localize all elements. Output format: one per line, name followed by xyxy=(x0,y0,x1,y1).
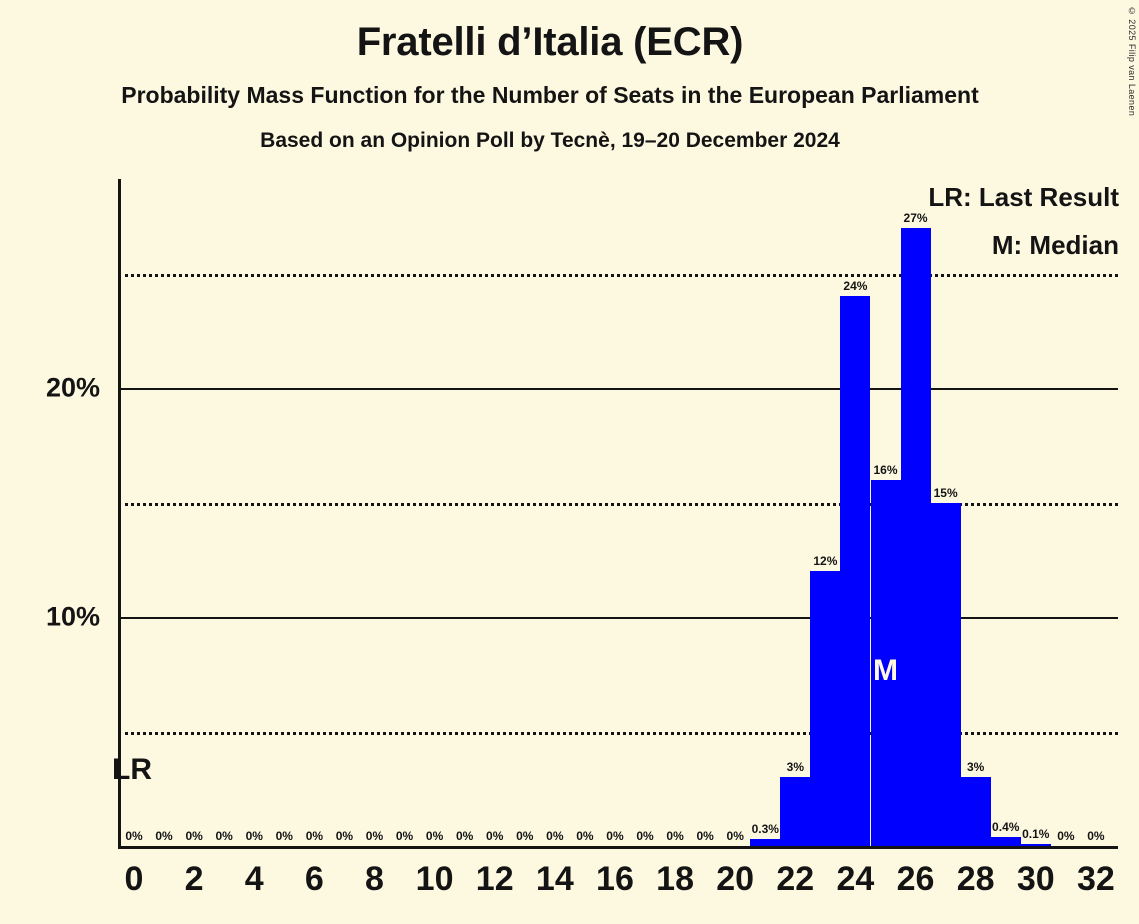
bar-value-label-seat-19: 0% xyxy=(696,829,714,843)
bar-seat-23 xyxy=(810,571,841,846)
page-title: Fratelli d’Italia (ECR) xyxy=(356,20,744,64)
bar-value-label-seat-20: 0% xyxy=(726,829,744,843)
bar-value-label-seat-12: 0% xyxy=(486,829,504,843)
gridline-solid-20 xyxy=(118,388,1118,390)
chart-subtitle: Probability Mass Function for the Number… xyxy=(121,82,979,108)
plot-area: 0% 0% 0% 0% 0% 0% 0% 0% 0% 0% 0% 0% 0% 0% 0% 0% 0% 0% 0% 0%… xyxy=(118,179,1118,849)
bar-value-label-seat-9: 0% xyxy=(395,829,414,843)
bar-value-label-seat-22: 3% xyxy=(786,760,804,775)
x-axis-tick-8: 8 xyxy=(365,860,384,898)
bar-value-label-seat-15: 0% xyxy=(576,829,594,843)
bar-seat-29 xyxy=(990,836,1021,846)
bar-value-label-seat-5: 0% xyxy=(275,829,293,843)
bar-seat-24 xyxy=(840,296,871,846)
bar-seat-22 xyxy=(780,777,811,846)
bar-value-label-seat-25: 16% xyxy=(873,462,898,477)
x-axis-tick-16: 16 xyxy=(596,860,634,898)
median-marker: M xyxy=(873,654,898,687)
bar-value-label-seat-24: 24% xyxy=(843,279,868,294)
bar-value-label-seat-2: 0% xyxy=(185,829,203,843)
bar-seat-21 xyxy=(750,839,781,846)
bar-value-label-seat-6: 0% xyxy=(305,829,324,843)
bar-value-label-seat-3: 0% xyxy=(215,829,233,843)
bar-value-label-seat-8: 0% xyxy=(365,829,384,843)
bar-value-label-seat-11: 0% xyxy=(455,829,474,843)
bar-value-label-seat-18: 0% xyxy=(666,829,684,843)
bar-value-label-seat-32: 0% xyxy=(1087,829,1105,843)
bar-seat-28 xyxy=(960,777,991,846)
y-axis-tick-10pct: 10% xyxy=(45,601,100,632)
bar-value-label-seat-10: 0% xyxy=(425,829,444,843)
gridline-solid-10 xyxy=(118,617,1118,619)
bar-value-label-seat-28: 3% xyxy=(967,760,985,775)
x-axis-tick-0: 0 xyxy=(124,860,144,898)
bar-value-label-seat-29: 0.4% xyxy=(992,819,1020,834)
x-axis-tick-18: 18 xyxy=(656,860,694,898)
legend-item-median: M: Median xyxy=(991,230,1119,260)
last-result-marker: LR xyxy=(112,753,152,786)
x-axis-tick-32: 32 xyxy=(1076,860,1115,898)
bar-seat-27 xyxy=(930,502,961,846)
x-axis-tick-6: 6 xyxy=(304,860,324,898)
legend-item-last-result: LR: Last Result xyxy=(928,182,1119,212)
bar-value-label-seat-27: 15% xyxy=(933,485,958,500)
bar-value-label-seat-17: 0% xyxy=(636,829,654,843)
bar-value-label-seat-16: 0% xyxy=(606,829,624,843)
x-axis-tick-28: 28 xyxy=(956,860,995,898)
x-axis-tick-4: 4 xyxy=(244,860,264,898)
gridline-dotted-15 xyxy=(118,502,1118,506)
x-axis-tick-26: 26 xyxy=(896,860,935,898)
x-axis-tick-24: 24 xyxy=(836,860,875,898)
bar-value-label-seat-0: 0% xyxy=(125,829,143,843)
bar-seat-26 xyxy=(900,227,931,846)
bar-value-label-seat-7: 0% xyxy=(335,829,354,843)
chart-legend: LR: Last Result M: Median xyxy=(928,184,1119,258)
chart-source-line: Based on an Opinion Poll by Tecnè, 19–20… xyxy=(260,129,840,152)
x-axis-tick-22: 22 xyxy=(776,860,815,898)
bar-value-label-seat-26: 27% xyxy=(903,210,928,225)
gridline-dotted-25 xyxy=(118,273,1118,277)
x-axis-tick-20: 20 xyxy=(716,860,755,898)
bar-seat-25 xyxy=(870,479,901,846)
x-axis-tick-10: 10 xyxy=(415,860,454,898)
bar-value-label-seat-31: 0% xyxy=(1057,829,1075,843)
x-axis-labels: 0 2 4 6 8 10 12 14 16 18 20 22 24 26 28 30 32 xyxy=(118,862,1118,912)
copyright-notice: © 2025 Filip van Laenen xyxy=(1127,6,1137,117)
bar-value-label-seat-14: 0% xyxy=(546,829,564,843)
y-axis-tick-20pct: 20% xyxy=(45,372,100,403)
bar-value-label-seat-30: 0.1% xyxy=(1022,826,1050,841)
gridline-dotted-5 xyxy=(118,731,1118,735)
chart-header: Fratelli d’Italia (ECR) Probability Mass… xyxy=(0,0,1100,151)
x-axis-line xyxy=(118,846,1118,849)
bar-seat-30 xyxy=(1020,843,1051,846)
bar-value-label-seat-13: 0% xyxy=(516,829,534,843)
x-axis-tick-2: 2 xyxy=(184,860,204,898)
bar-value-label-seat-1: 0% xyxy=(155,829,173,843)
y-axis-line xyxy=(118,179,121,849)
x-axis-tick-14: 14 xyxy=(535,860,574,898)
x-axis-tick-12: 12 xyxy=(475,860,514,898)
x-axis-tick-30: 30 xyxy=(1016,860,1055,898)
bar-value-label-seat-23: 12% xyxy=(813,554,838,569)
bar-value-label-seat-4: 0% xyxy=(245,829,263,843)
bar-value-label-seat-21: 0.3% xyxy=(751,822,779,837)
y-axis-labels: 10% 20% xyxy=(0,179,110,849)
